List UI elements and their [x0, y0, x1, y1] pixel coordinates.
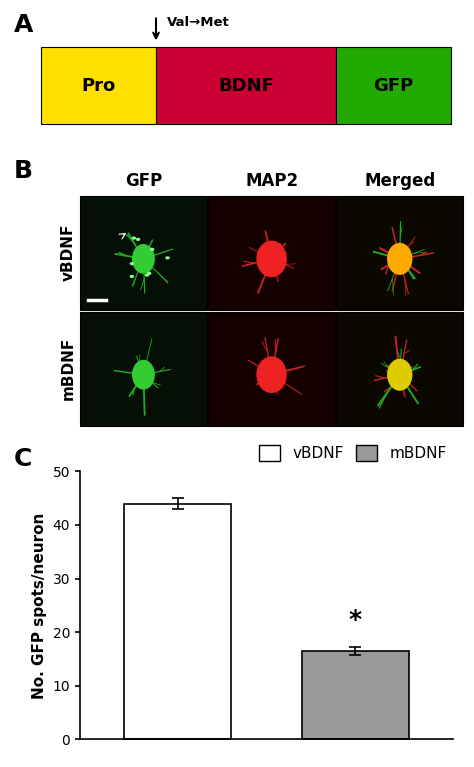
Bar	[337, 196, 463, 311]
Text: B: B	[14, 159, 33, 183]
Ellipse shape	[256, 241, 287, 277]
Text: A: A	[14, 13, 33, 37]
Bar	[41, 48, 156, 124]
Circle shape	[130, 263, 134, 265]
Circle shape	[147, 272, 151, 275]
Circle shape	[130, 275, 133, 278]
Text: C: C	[14, 446, 32, 471]
Ellipse shape	[387, 359, 412, 390]
Text: Pro: Pro	[82, 77, 116, 94]
Ellipse shape	[132, 244, 155, 274]
Bar	[337, 311, 463, 426]
Text: GFP: GFP	[126, 173, 163, 190]
Text: Merged: Merged	[365, 173, 436, 190]
Circle shape	[146, 274, 148, 276]
Text: mBDNF: mBDNF	[61, 337, 76, 400]
Text: MAP2: MAP2	[246, 173, 299, 190]
Text: Val→Met: Val→Met	[167, 15, 230, 28]
Circle shape	[137, 239, 140, 240]
Ellipse shape	[387, 243, 412, 275]
Text: GFP: GFP	[374, 77, 414, 94]
Text: BDNF: BDNF	[218, 77, 274, 94]
Circle shape	[166, 257, 169, 258]
Bar	[208, 311, 335, 426]
Bar	[80, 311, 207, 426]
Ellipse shape	[256, 357, 287, 393]
Text: vBDNF: vBDNF	[61, 224, 76, 281]
Bar	[80, 196, 207, 311]
Circle shape	[132, 237, 136, 239]
Ellipse shape	[132, 360, 155, 390]
Bar	[156, 48, 336, 124]
Circle shape	[151, 249, 154, 250]
Bar	[336, 48, 451, 124]
Bar	[208, 196, 335, 311]
